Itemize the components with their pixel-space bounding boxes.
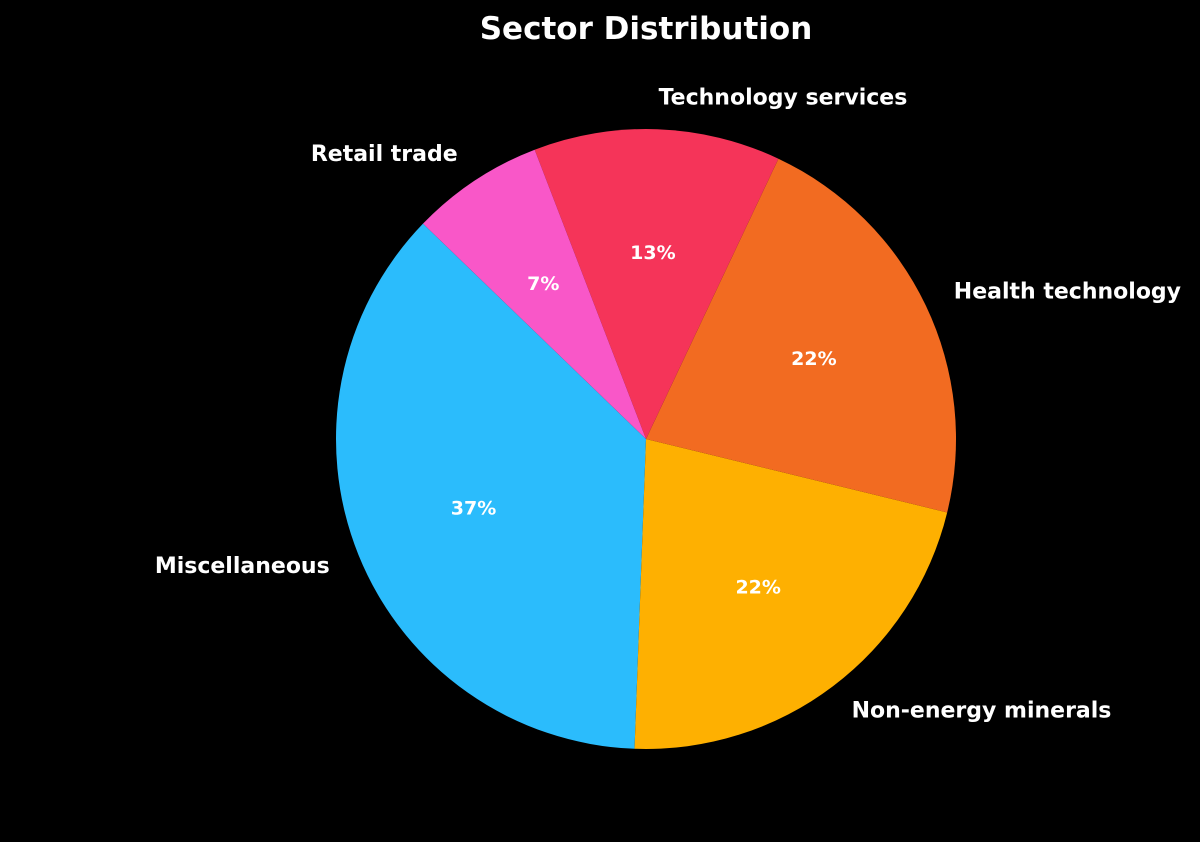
pct-label-non-energy-minerals: 22% <box>735 576 780 598</box>
slice-label-health-technology: Health technology <box>954 280 1181 305</box>
pie-slice-non-energy-minerals <box>634 439 948 750</box>
labels-layer: 37% Miscellaneous 22% Non-energy minerals 22… <box>155 86 1181 724</box>
pie-slice-retail-trade <box>423 149 646 439</box>
slice-label-non-energy-minerals: Non-energy minerals <box>852 699 1112 724</box>
slice-label-miscellaneous: Miscellaneous <box>155 554 330 579</box>
pie-slice-health-technology <box>646 158 957 513</box>
pct-label-technology-services: 13% <box>630 242 675 264</box>
pct-label-health-technology: 22% <box>791 348 836 370</box>
pie-slice-miscellaneous <box>335 223 646 749</box>
slice-label-technology-services: Technology services <box>659 86 908 111</box>
slice-label-retail-trade: Retail trade <box>311 142 458 167</box>
pie-slice-technology-services <box>534 129 779 439</box>
slices-layer <box>335 129 957 750</box>
pct-label-miscellaneous: 37% <box>451 498 496 520</box>
chart-title: Sector Distribution <box>480 11 813 47</box>
pct-label-retail-trade: 7% <box>527 273 559 295</box>
